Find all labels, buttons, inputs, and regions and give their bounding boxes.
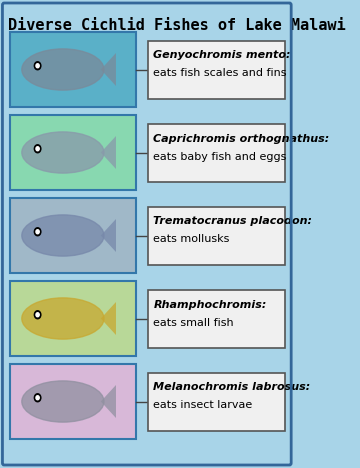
FancyBboxPatch shape [10, 198, 136, 273]
Polygon shape [101, 385, 116, 418]
FancyBboxPatch shape [148, 41, 285, 98]
Circle shape [34, 62, 41, 70]
Circle shape [34, 394, 41, 402]
Text: Rhamphochromis:: Rhamphochromis: [153, 300, 267, 309]
Ellipse shape [22, 215, 104, 256]
Text: Melanochromis labrosus:: Melanochromis labrosus: [153, 382, 311, 393]
Text: eats mollusks: eats mollusks [153, 234, 230, 244]
Text: eats insect larvae: eats insect larvae [153, 401, 253, 410]
FancyBboxPatch shape [148, 373, 285, 431]
Circle shape [36, 230, 39, 234]
FancyBboxPatch shape [148, 206, 285, 264]
Circle shape [34, 228, 41, 236]
FancyBboxPatch shape [148, 124, 285, 182]
FancyBboxPatch shape [10, 115, 136, 190]
Circle shape [36, 147, 39, 151]
Ellipse shape [22, 49, 104, 90]
FancyBboxPatch shape [10, 32, 136, 107]
Text: Diverse Cichlid Fishes of Lake Malawi: Diverse Cichlid Fishes of Lake Malawi [8, 18, 346, 33]
Text: eats baby fish and eggs: eats baby fish and eggs [153, 152, 287, 161]
FancyBboxPatch shape [10, 281, 136, 356]
Circle shape [34, 145, 41, 153]
FancyBboxPatch shape [10, 364, 136, 439]
Text: Caprichromis orthognathus:: Caprichromis orthognathus: [153, 133, 330, 144]
Polygon shape [101, 136, 116, 169]
Circle shape [36, 64, 39, 68]
Text: Genyochromis mento:: Genyochromis mento: [153, 51, 291, 60]
Circle shape [36, 313, 39, 317]
Polygon shape [101, 53, 116, 86]
Ellipse shape [22, 381, 104, 422]
Ellipse shape [22, 298, 104, 339]
Text: eats small fish: eats small fish [153, 317, 234, 328]
Polygon shape [101, 219, 116, 252]
Text: Trematocranus placodon:: Trematocranus placodon: [153, 217, 312, 227]
FancyBboxPatch shape [148, 290, 285, 348]
Circle shape [34, 311, 41, 319]
Circle shape [36, 396, 39, 400]
Ellipse shape [22, 132, 104, 173]
Text: eats fish scales and fins: eats fish scales and fins [153, 68, 287, 79]
Polygon shape [101, 302, 116, 335]
